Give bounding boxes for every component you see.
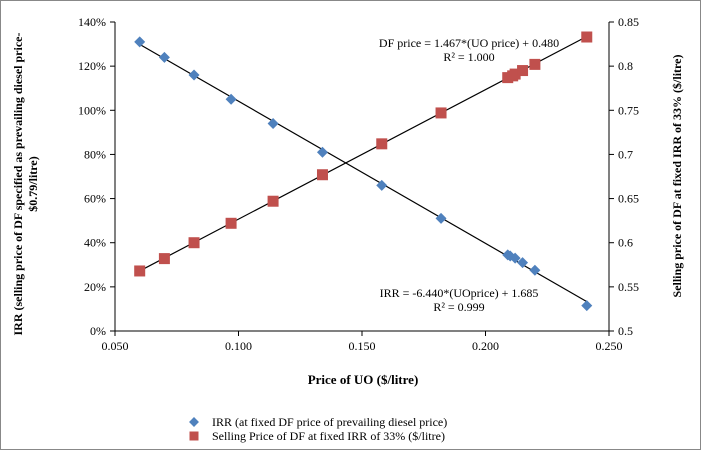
right-y-tick-label: 0.65 <box>618 192 639 206</box>
legend-marker-diamond <box>189 417 199 427</box>
df-price-point <box>529 58 541 70</box>
legend-item-irr: IRR (at fixed DF price of prevailing die… <box>189 415 447 429</box>
right-y-axis-title: Selling price of DF at fixed IRR of 33% … <box>670 55 684 298</box>
data-points <box>134 31 593 312</box>
df-price-point <box>509 68 521 80</box>
annotation-df-equation: DF price = 1.467*(UO price) + 0.480 <box>379 36 559 50</box>
right-y-axis-ticks: 0.5 0.55 0.6 0.65 0.7 0.75 0.8 0.85 <box>609 15 639 338</box>
left-y-tick-label: 60% <box>84 192 106 206</box>
df-price-point <box>134 265 146 277</box>
x-axis-ticks: 0.050 0.100 0.150 0.200 0.250 <box>102 331 623 353</box>
irr-point <box>529 264 541 276</box>
legend-label-selling-price: Selling Price of DF at fixed IRR of 33% … <box>212 429 445 443</box>
df-price-point <box>517 65 529 77</box>
df-price-point <box>267 195 279 207</box>
left-y-axis-title-line: $0.79/litre) <box>26 156 40 211</box>
df-price-point <box>435 107 447 119</box>
irr-point <box>504 250 516 262</box>
right-y-tick-label: 0.75 <box>618 103 639 117</box>
df-price-point <box>316 169 328 181</box>
irr-point <box>376 179 388 191</box>
x-tick-label: 0.050 <box>102 339 129 353</box>
legend-item-selling-price: Selling Price of DF at fixed IRR of 33% … <box>189 429 445 443</box>
x-tick-label: 0.250 <box>596 339 623 353</box>
left-y-tick-label: 20% <box>84 280 106 294</box>
left-y-tick-label: 140% <box>78 15 106 29</box>
left-y-axis-title: IRR (selling price of DF specified as pr… <box>11 33 40 336</box>
right-y-tick-label: 0.8 <box>618 59 633 73</box>
irr-point <box>435 212 447 224</box>
df-price-point <box>188 237 200 249</box>
df-price-point <box>225 217 237 229</box>
annotation-irr-r2: R² = 0.999 <box>433 300 484 314</box>
df-price-point <box>158 253 170 265</box>
irr-point <box>517 257 529 269</box>
right-y-tick-label: 0.85 <box>618 15 639 29</box>
irr-point <box>509 252 521 264</box>
x-axis-title: Price of UO ($/litre) <box>308 372 419 387</box>
irr-point <box>158 51 170 63</box>
irr-point <box>188 69 200 81</box>
left-y-tick-label: 0% <box>90 324 106 338</box>
right-y-tick-label: 0.55 <box>618 280 639 294</box>
legend-marker-square <box>189 431 199 441</box>
right-y-tick-label: 0.6 <box>618 236 633 250</box>
annotation-df-r2: R² = 1.000 <box>443 50 494 64</box>
x-tick-label: 0.200 <box>472 339 499 353</box>
left-y-tick-label: 40% <box>84 236 106 250</box>
left-y-tick-label: 100% <box>78 103 106 117</box>
legend: IRR (at fixed DF price of prevailing die… <box>189 415 447 443</box>
left-y-tick-label: 80% <box>84 147 106 161</box>
irr-point <box>225 93 237 105</box>
annotation-irr-equation: IRR = -6.440*(UOprice) + 1.685 <box>380 286 539 300</box>
right-y-tick-label: 0.5 <box>618 324 633 338</box>
x-tick-label: 0.150 <box>349 339 376 353</box>
irr-point <box>316 146 328 158</box>
left-y-tick-label: 120% <box>78 59 106 73</box>
irr-point <box>267 118 279 130</box>
left-y-axis-title-line: IRR (selling price of DF specified as pr… <box>11 33 25 336</box>
left-y-axis-ticks: 0% 20% 40% 60% 80% 100% 120% 140% <box>78 15 115 338</box>
df-price-point <box>376 138 388 150</box>
x-tick-label: 0.100 <box>225 339 252 353</box>
legend-label-irr: IRR (at fixed DF price of prevailing die… <box>212 415 447 429</box>
irr-point <box>581 300 593 312</box>
right-y-tick-label: 0.7 <box>618 147 633 161</box>
irr-point <box>134 36 146 48</box>
df-price-point <box>581 31 593 43</box>
